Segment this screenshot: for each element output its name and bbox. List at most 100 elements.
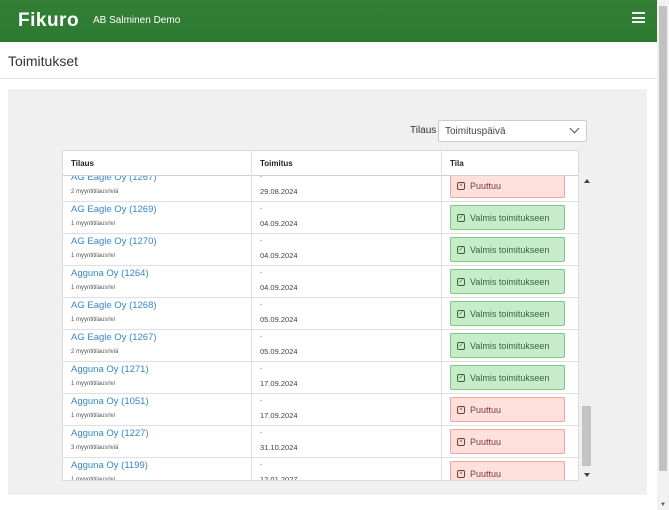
order-link[interactable]: Agguna Oy (1199) bbox=[71, 460, 148, 471]
table-scrollbar[interactable] bbox=[581, 175, 592, 481]
delivery-date: 04.09.2024 bbox=[260, 283, 298, 292]
company-name: AB Salminen Demo bbox=[93, 15, 181, 26]
order-line-count: 1 myyntitilausrivi bbox=[71, 253, 116, 259]
check-icon: ✓ bbox=[457, 310, 465, 318]
delivery-date: 12.01.2027 bbox=[260, 475, 298, 481]
delivery-placeholder: - bbox=[260, 462, 263, 469]
check-icon: ✓ bbox=[457, 278, 465, 286]
status-badge[interactable]: × Puuttuu bbox=[450, 176, 565, 198]
page-scrollbar[interactable]: ▼ bbox=[657, 0, 669, 510]
filter-label: Tilaus bbox=[410, 125, 437, 136]
delivery-placeholder: - bbox=[260, 334, 263, 341]
status-label: Puuttuu bbox=[470, 405, 502, 415]
column-header-status[interactable]: Tila bbox=[450, 159, 464, 168]
table-row[interactable]: Agguna Oy (1271) 1 myyntitilausrivi - 17.09… bbox=[63, 362, 578, 394]
order-line-count: 1 myyntitilausrivi bbox=[71, 477, 116, 481]
order-link[interactable]: Agguna Oy (1051) bbox=[71, 396, 149, 407]
order-line-count: 2 myyntitilausriviä bbox=[71, 189, 119, 195]
order-line-count: 2 myyntitilausriviä bbox=[71, 349, 119, 355]
status-badge[interactable]: ✓ Valmis toimitukseen bbox=[450, 205, 565, 230]
table-row[interactable]: AG Eagle Oy (1268) 1 myyntitilausrivi - 05.… bbox=[63, 298, 578, 330]
table-row[interactable]: AG Eagle Oy (1267) 2 myyntitilausriviä - 29… bbox=[63, 176, 578, 202]
delivery-placeholder: - bbox=[260, 430, 263, 437]
check-icon: ✓ bbox=[457, 342, 465, 350]
delivery-date: 04.09.2024 bbox=[260, 219, 298, 228]
table-row[interactable]: Agguna Oy (1051) 1 myyntitilausrivi - 17.09… bbox=[63, 394, 578, 426]
order-link[interactable]: AG Eagle Oy (1267) bbox=[71, 176, 157, 183]
status-label: Puuttuu bbox=[470, 437, 502, 447]
order-link[interactable]: AG Eagle Oy (1269) bbox=[71, 204, 157, 215]
scroll-down-icon[interactable] bbox=[584, 473, 590, 477]
cross-icon: × bbox=[457, 438, 465, 446]
table-row[interactable]: AG Eagle Oy (1267) 2 myyntitilausriviä - 05… bbox=[63, 330, 578, 362]
status-label: Puuttuu bbox=[470, 469, 502, 479]
status-badge[interactable]: × Puuttuu bbox=[450, 397, 565, 422]
status-label: Valmis toimitukseen bbox=[470, 213, 550, 223]
status-label: Valmis toimitukseen bbox=[470, 309, 550, 319]
delivery-date: 04.09.2024 bbox=[260, 251, 298, 260]
status-label: Puuttuu bbox=[470, 181, 502, 191]
scroll-up-icon[interactable] bbox=[584, 179, 590, 183]
table-row[interactable]: AG Eagle Oy (1269) 1 myyntitilausrivi - 04.… bbox=[63, 202, 578, 234]
order-line-count: 1 myyntitilausrivi bbox=[71, 221, 116, 227]
delivery-date: 17.09.2024 bbox=[260, 379, 298, 388]
order-line-count: 1 myyntitilausrivi bbox=[71, 317, 116, 323]
order-link[interactable]: Agguna Oy (1271) bbox=[71, 364, 149, 375]
column-divider bbox=[251, 151, 252, 480]
brand-logo[interactable]: Fikuro bbox=[18, 10, 80, 31]
column-header-order[interactable]: Tilaus bbox=[71, 159, 94, 168]
scroll-down-icon[interactable]: ▼ bbox=[660, 502, 666, 508]
table-row[interactable]: Agguna Oy (1264) 1 myyntitilausrivi - 04.09… bbox=[63, 266, 578, 298]
deliveries-table: Tilaus Toimitus Tila AG Eagle Oy (1267) 2… bbox=[62, 150, 579, 481]
cross-icon: × bbox=[457, 406, 465, 414]
top-bar: Fikuro AB Salminen Demo bbox=[0, 0, 657, 42]
delivery-placeholder: - bbox=[260, 302, 263, 309]
delivery-date: 05.09.2024 bbox=[260, 347, 298, 356]
order-line-count: 1 myyntitilausrivi bbox=[71, 413, 116, 419]
status-badge[interactable]: × Puuttuu bbox=[450, 461, 565, 480]
check-icon: ✓ bbox=[457, 374, 465, 382]
delivery-placeholder: - bbox=[260, 398, 263, 405]
delivery-date: 31.10.2024 bbox=[260, 443, 298, 452]
column-header-delivery[interactable]: Toimitus bbox=[260, 159, 293, 168]
table-row[interactable]: Agguna Oy (1199) 1 myyntitilausrivi - 12.01… bbox=[63, 458, 578, 481]
hamburger-icon[interactable] bbox=[632, 12, 645, 23]
status-label: Valmis toimitukseen bbox=[470, 245, 550, 255]
delivery-date: 29.08.2024 bbox=[260, 187, 298, 196]
order-link[interactable]: AG Eagle Oy (1268) bbox=[71, 300, 157, 311]
status-badge[interactable]: ✓ Valmis toimitukseen bbox=[450, 237, 565, 262]
delivery-placeholder: - bbox=[260, 176, 263, 181]
sort-select-value: Toimituspäivä bbox=[445, 126, 506, 137]
status-badge[interactable]: ✓ Valmis toimitukseen bbox=[450, 301, 565, 326]
status-badge[interactable]: ✓ Valmis toimitukseen bbox=[450, 269, 565, 294]
status-badge[interactable]: ✓ Valmis toimitukseen bbox=[450, 365, 565, 390]
order-line-count: 1 myyntitilausrivi bbox=[71, 285, 116, 291]
order-link[interactable]: AG Eagle Oy (1270) bbox=[71, 236, 157, 247]
check-icon: ✓ bbox=[457, 214, 465, 222]
status-label: Valmis toimitukseen bbox=[470, 277, 550, 287]
page-scrollbar-thumb[interactable] bbox=[659, 6, 667, 471]
order-link[interactable]: Agguna Oy (1227) bbox=[71, 428, 149, 439]
status-label: Valmis toimitukseen bbox=[470, 341, 550, 351]
table-scrollbar-thumb[interactable] bbox=[582, 406, 591, 466]
delivery-date: 17.09.2024 bbox=[260, 411, 298, 420]
order-link[interactable]: AG Eagle Oy (1267) bbox=[71, 332, 157, 343]
sort-select[interactable]: Toimituspäivä bbox=[438, 120, 587, 142]
status-label: Valmis toimitukseen bbox=[470, 373, 550, 383]
column-divider bbox=[441, 151, 442, 480]
order-link[interactable]: Agguna Oy (1264) bbox=[71, 268, 149, 279]
cross-icon: × bbox=[457, 470, 465, 478]
status-badge[interactable]: ✓ Valmis toimitukseen bbox=[450, 333, 565, 358]
page-title: Toimitukset bbox=[8, 53, 79, 69]
delivery-placeholder: - bbox=[260, 366, 263, 373]
delivery-date: 05.09.2024 bbox=[260, 315, 298, 324]
table-row[interactable]: Agguna Oy (1227) 3 myyntitilausriviä - 31.1… bbox=[63, 426, 578, 458]
order-line-count: 3 myyntitilausriviä bbox=[71, 445, 119, 451]
status-badge[interactable]: × Puuttuu bbox=[450, 429, 565, 454]
order-line-count: 1 myyntitilausrivi bbox=[71, 381, 116, 387]
table-row[interactable]: AG Eagle Oy (1270) 1 myyntitilausrivi - 04.… bbox=[63, 234, 578, 266]
delivery-placeholder: - bbox=[260, 206, 263, 213]
check-icon: ✓ bbox=[457, 246, 465, 254]
cross-icon: × bbox=[457, 182, 465, 190]
table-body: AG Eagle Oy (1267) 2 myyntitilausriviä - 29… bbox=[63, 176, 578, 481]
